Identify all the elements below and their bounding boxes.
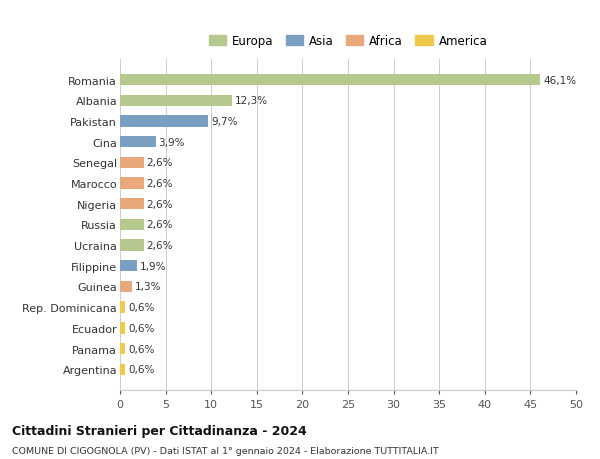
Text: 2,6%: 2,6%	[146, 158, 173, 168]
Bar	[120, 199, 144, 210]
Bar	[120, 261, 137, 272]
Bar	[120, 75, 541, 86]
Legend: Europa, Asia, Africa, America: Europa, Asia, Africa, America	[206, 33, 490, 50]
Text: 12,3%: 12,3%	[235, 96, 268, 106]
Text: 2,6%: 2,6%	[146, 179, 173, 189]
Bar	[120, 364, 125, 375]
Text: 0,6%: 0,6%	[128, 302, 155, 313]
Bar	[120, 157, 144, 168]
Text: 9,7%: 9,7%	[211, 117, 238, 127]
Bar	[120, 137, 155, 148]
Text: 3,9%: 3,9%	[158, 137, 185, 147]
Text: 1,3%: 1,3%	[134, 282, 161, 292]
Bar	[120, 343, 125, 354]
Bar	[120, 95, 232, 106]
Bar	[120, 323, 125, 334]
Text: 0,6%: 0,6%	[128, 323, 155, 333]
Text: 0,6%: 0,6%	[128, 344, 155, 354]
Bar	[120, 219, 144, 230]
Bar	[120, 281, 132, 292]
Text: 0,6%: 0,6%	[128, 364, 155, 375]
Bar	[120, 116, 208, 127]
Text: 2,6%: 2,6%	[146, 220, 173, 230]
Text: Cittadini Stranieri per Cittadinanza - 2024: Cittadini Stranieri per Cittadinanza - 2…	[12, 424, 307, 437]
Bar	[120, 240, 144, 251]
Bar	[120, 178, 144, 189]
Text: 2,6%: 2,6%	[146, 241, 173, 251]
Text: 46,1%: 46,1%	[543, 75, 576, 85]
Text: 1,9%: 1,9%	[140, 261, 167, 271]
Bar	[120, 302, 125, 313]
Text: COMUNE DI CIGOGNOLA (PV) - Dati ISTAT al 1° gennaio 2024 - Elaborazione TUTTITAL: COMUNE DI CIGOGNOLA (PV) - Dati ISTAT al…	[12, 447, 439, 455]
Text: 2,6%: 2,6%	[146, 199, 173, 209]
